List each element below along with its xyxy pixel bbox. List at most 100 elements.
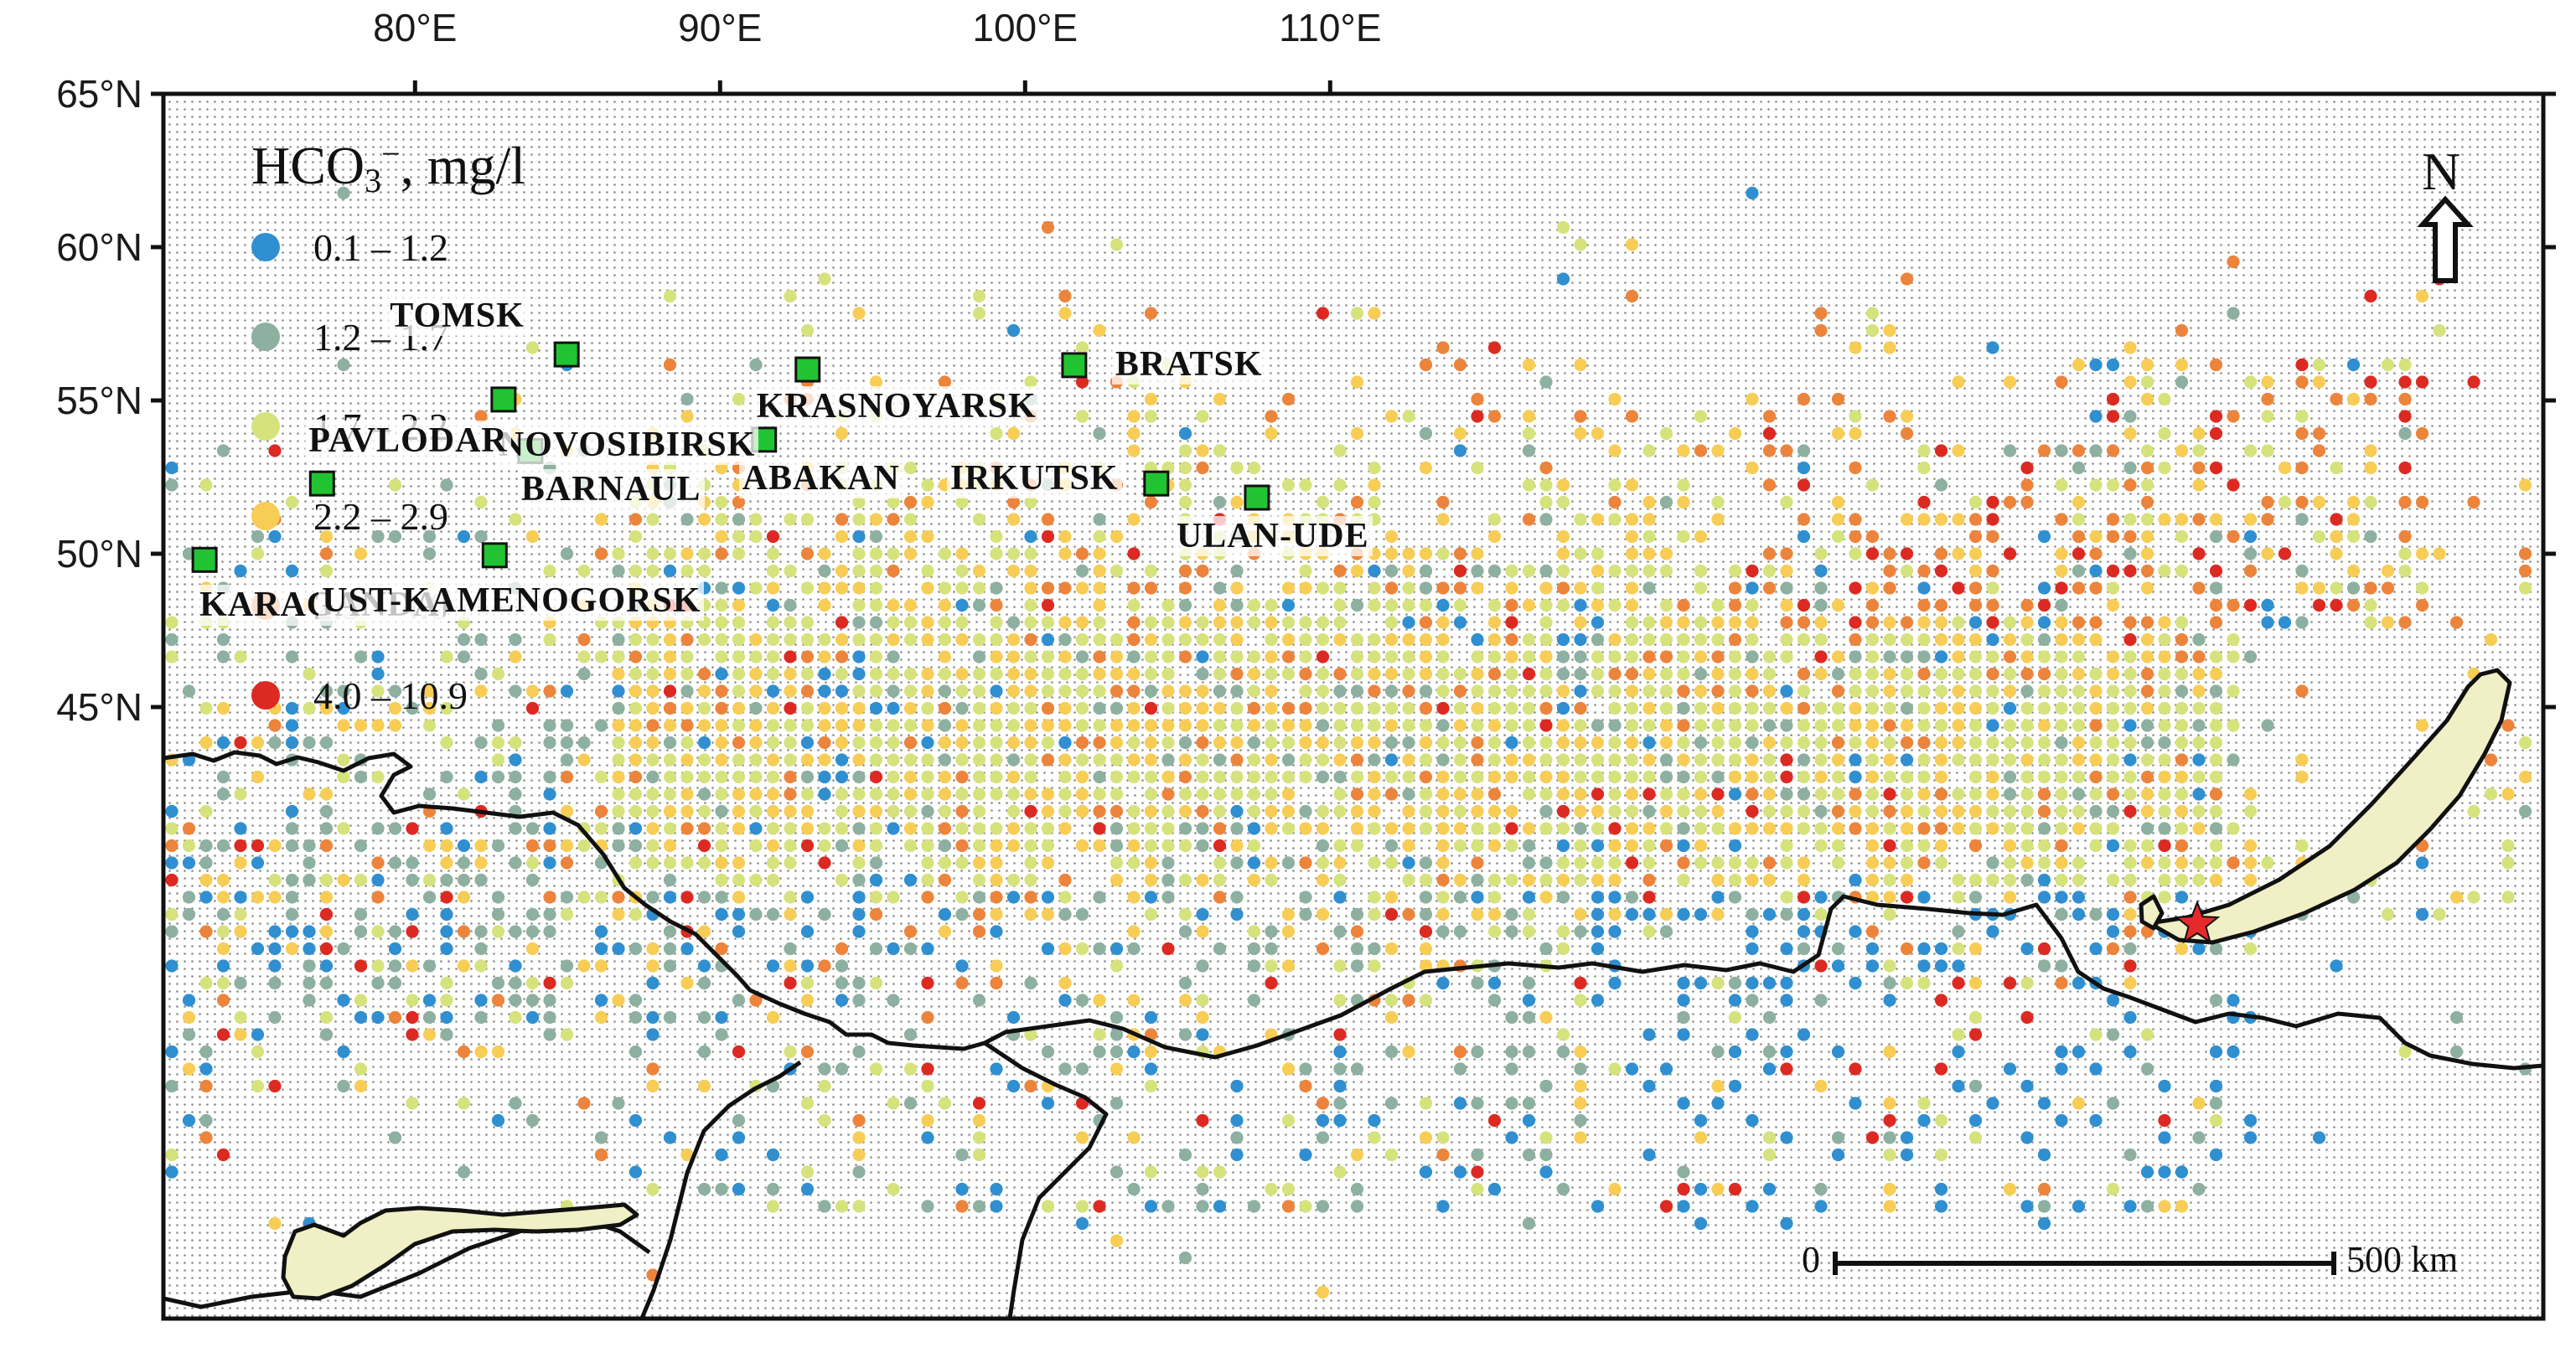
sample-point — [319, 1010, 334, 1025]
sample-point — [2072, 667, 2086, 681]
sample-point — [1144, 632, 1158, 647]
sample-point — [1968, 787, 1983, 801]
sample-point — [268, 529, 282, 544]
sample-point — [818, 701, 831, 715]
sample-point — [732, 1045, 746, 1059]
sample-point — [422, 959, 437, 973]
sample-point — [1539, 753, 1553, 767]
sample-point — [2055, 701, 2068, 715]
sample-point — [1780, 822, 1793, 835]
sample-point — [2209, 701, 2223, 715]
kazakhstan-china-border — [639, 1060, 802, 1319]
sample-point — [1849, 529, 1862, 544]
sample-point — [1762, 426, 1777, 441]
sample-point — [697, 925, 711, 938]
sample-point — [1316, 632, 1330, 647]
sample-point — [1986, 684, 1999, 698]
sample-point — [903, 770, 918, 784]
sample-point — [234, 736, 247, 750]
sample-point — [1711, 736, 1725, 750]
sample-point — [1539, 598, 1553, 612]
sample-point — [2175, 736, 2189, 750]
sample-point — [1230, 616, 1244, 629]
sample-point — [1453, 1062, 1467, 1076]
sample-point — [577, 753, 591, 767]
sample-point — [2518, 804, 2532, 818]
sample-point — [1402, 547, 1415, 560]
sample-point — [543, 736, 556, 750]
sample-point — [2072, 907, 2086, 922]
sample-point — [182, 1062, 196, 1076]
sample-point — [2140, 478, 2154, 492]
sample-point — [182, 994, 196, 1007]
sample-point — [1487, 770, 1502, 784]
sample-point — [1574, 736, 1587, 750]
sample-point — [766, 684, 780, 698]
sample-point — [216, 787, 230, 801]
sample-point — [1952, 581, 1965, 595]
sample-point — [1453, 770, 1467, 784]
sample-point — [474, 667, 488, 681]
sample-point — [1006, 1079, 1021, 1093]
sample-point — [749, 787, 763, 801]
sample-point — [1196, 650, 1209, 663]
sample-point — [903, 513, 918, 526]
sample-point — [1316, 1097, 1330, 1110]
sample-point — [1041, 701, 1055, 715]
sample-point — [1797, 719, 1811, 732]
sample-point — [663, 667, 677, 681]
sample-point — [2037, 753, 2051, 767]
sample-point — [422, 1010, 437, 1025]
sample-point — [2140, 1165, 2154, 1179]
sample-point — [525, 873, 540, 887]
sample-point — [1831, 1148, 1845, 1162]
sample-point — [2192, 650, 2206, 663]
sample-point — [972, 770, 986, 784]
north-arrow — [2417, 195, 2474, 283]
sample-point — [2227, 719, 2240, 732]
sample-point — [1934, 804, 1948, 818]
sample-point — [2020, 1200, 2034, 1213]
sample-point — [1711, 495, 1725, 509]
sample-point — [955, 598, 969, 612]
sample-point — [474, 959, 488, 973]
sample-point — [2020, 1010, 2034, 1025]
sample-point — [2055, 736, 2068, 750]
sample-point — [1591, 804, 1605, 818]
sample-point — [1522, 976, 1536, 990]
sample-point — [1711, 873, 1725, 887]
sample-point — [1831, 701, 1845, 715]
sample-point — [1110, 684, 1124, 698]
sample-point — [1556, 547, 1570, 560]
sample-point — [1831, 942, 1845, 956]
sample-point — [1539, 787, 1553, 801]
sample-point — [1883, 1182, 1896, 1196]
sample-point — [1883, 323, 1896, 338]
sample-point — [1402, 598, 1415, 612]
sample-point — [1299, 684, 1312, 698]
north-label: N — [2422, 142, 2461, 201]
sample-point — [1384, 1045, 1399, 1059]
sample-point — [903, 701, 918, 715]
sample-point — [2072, 736, 2086, 750]
sample-point — [1058, 822, 1072, 835]
sample-point — [2415, 495, 2429, 509]
sample-point — [2467, 891, 2480, 904]
sample-point — [2106, 873, 2120, 887]
sample-point — [749, 684, 763, 698]
sample-point — [1024, 529, 1037, 544]
sample-point — [2055, 478, 2068, 492]
sample-point — [1865, 650, 1880, 663]
sample-point — [990, 1062, 1003, 1076]
sample-point — [2037, 1097, 2051, 1110]
sample-point — [835, 873, 849, 887]
sample-point — [1368, 891, 1381, 904]
sample-point — [955, 581, 969, 595]
sample-point — [1436, 770, 1450, 784]
sample-point — [2209, 787, 2223, 801]
sample-point — [1178, 444, 1192, 457]
sample-point — [1041, 650, 1055, 663]
sample-point — [680, 736, 694, 750]
sample-point — [1213, 1165, 1227, 1179]
sample-point — [1968, 581, 1983, 595]
